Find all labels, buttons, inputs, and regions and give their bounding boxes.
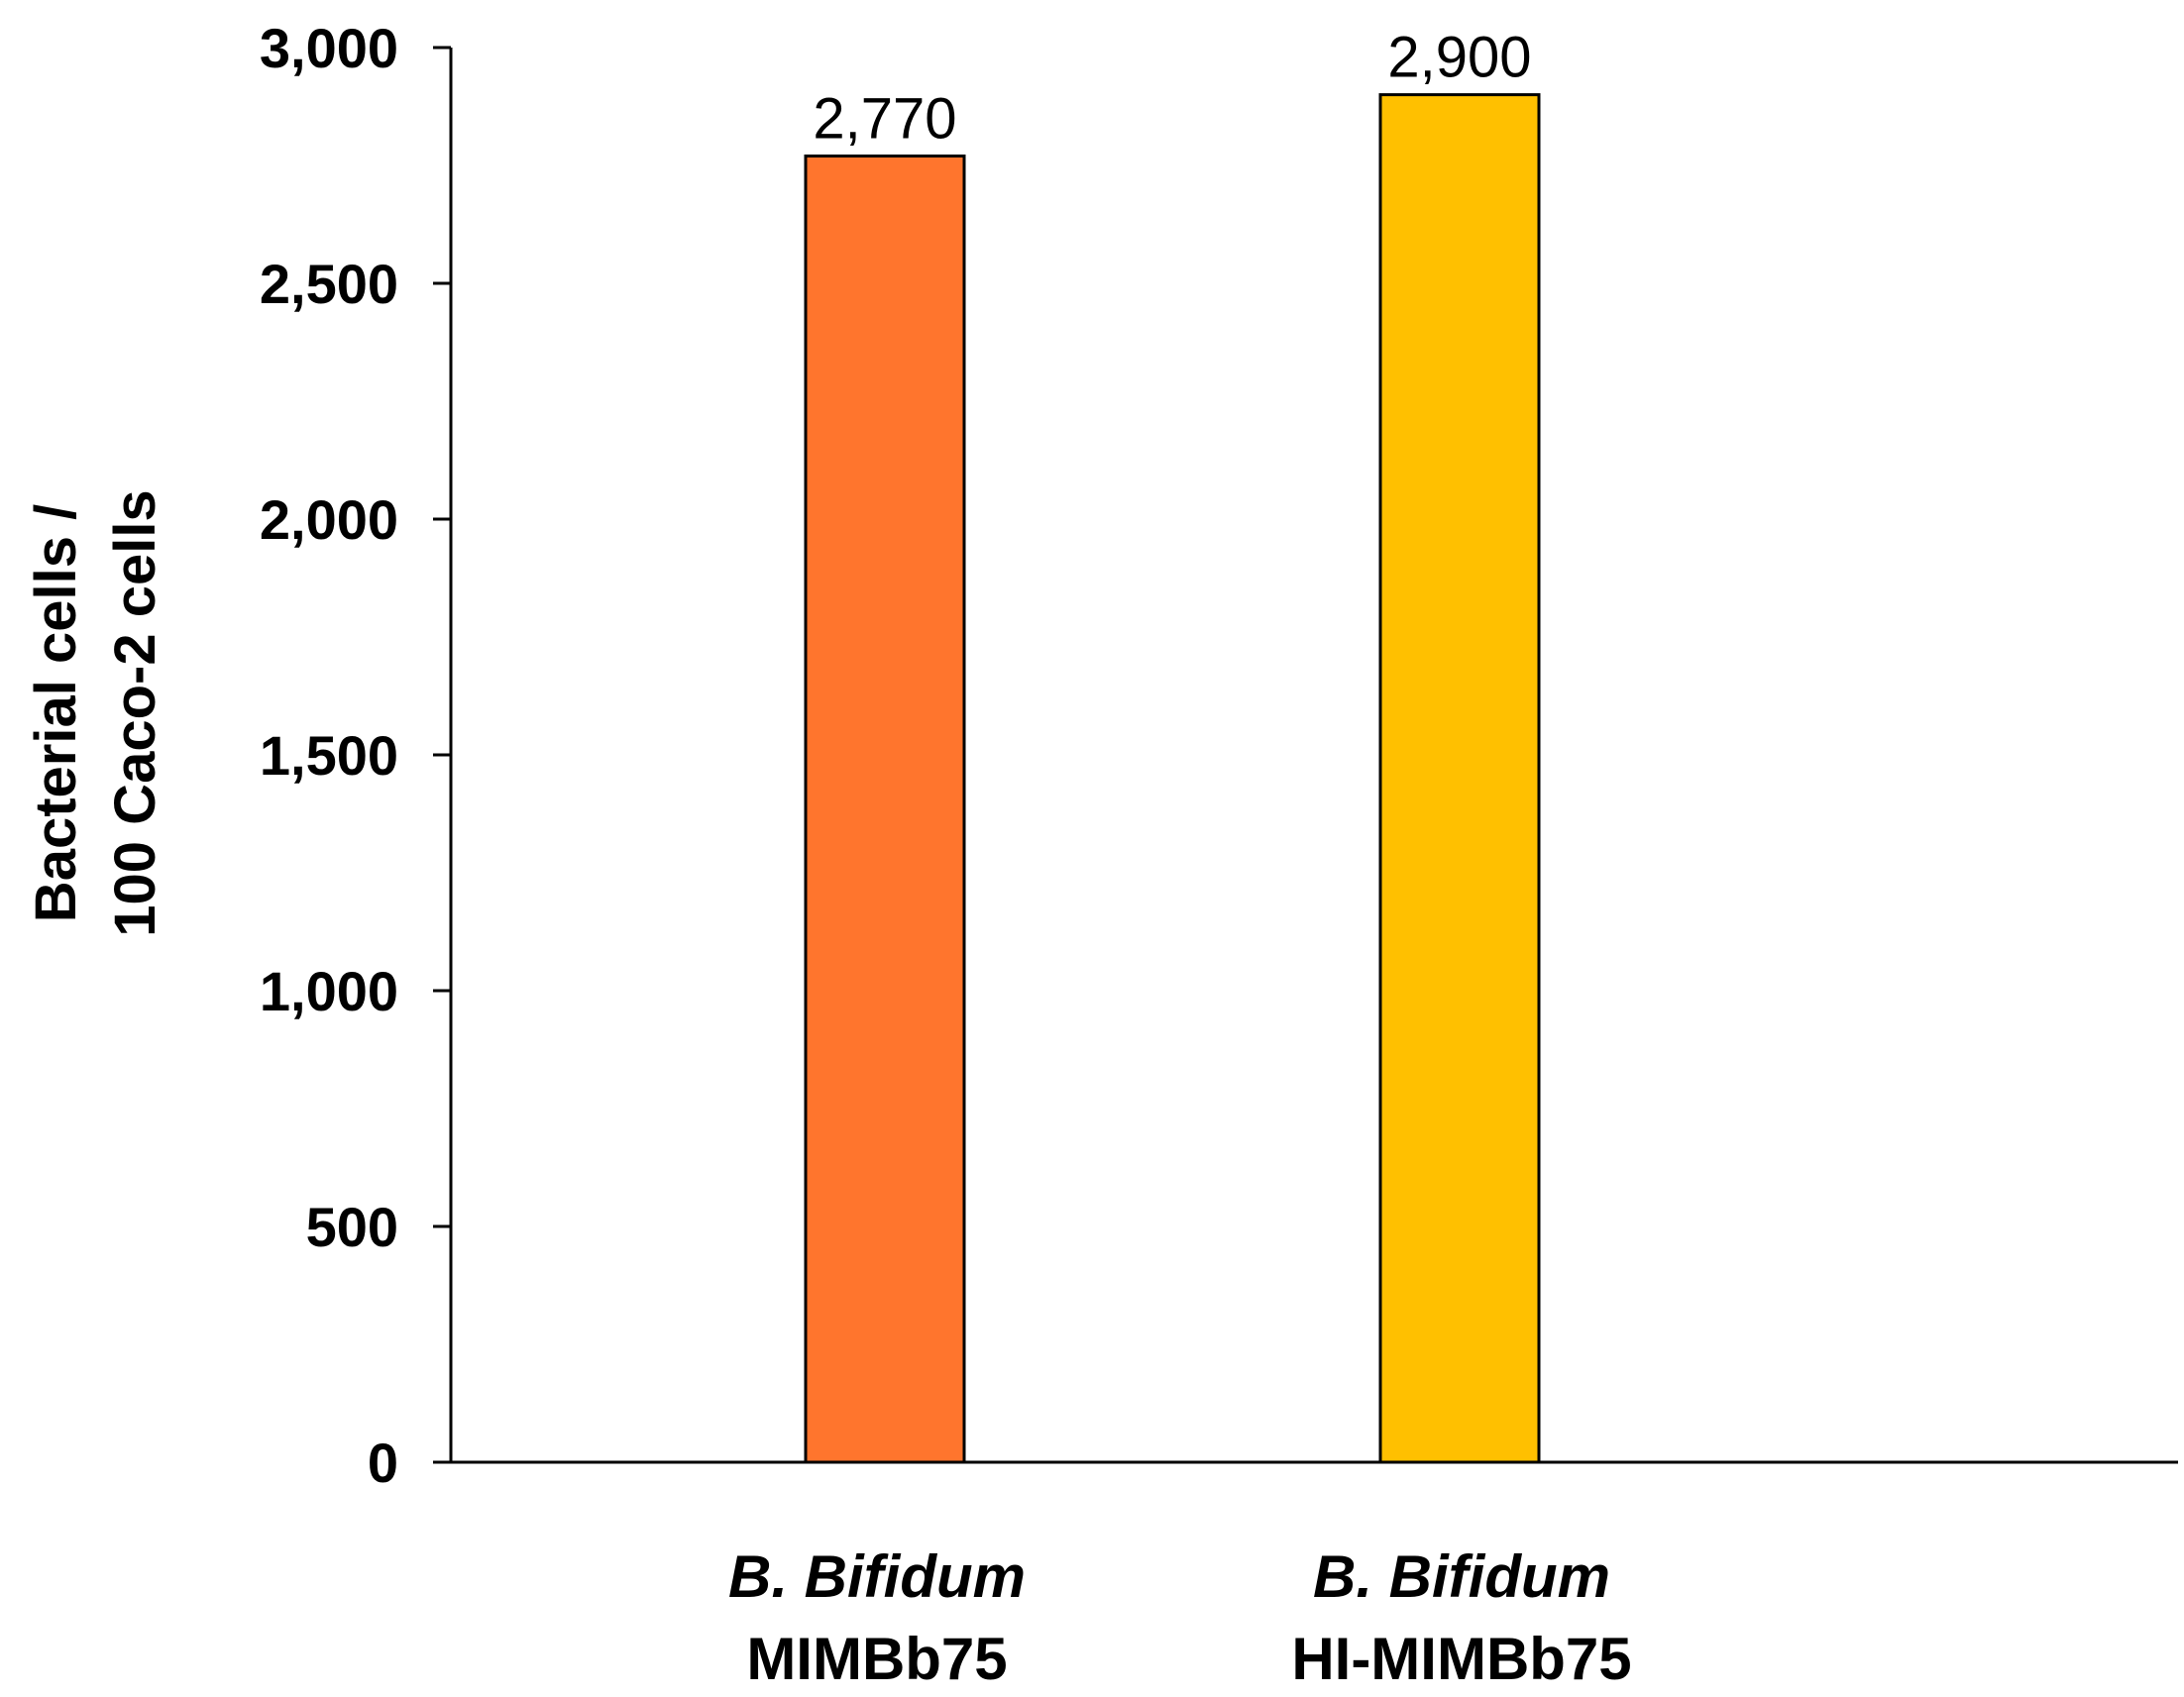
category-label-species: B. Bifidum [1313,1543,1610,1610]
category-label-strain: MIMBb75 [746,1626,1007,1692]
y-axis-ticks: 0 500 1,000 1,500 2,000 2,500 3,000 [260,17,451,1494]
y-tick-label: 1,000 [260,960,398,1022]
axes [433,48,2178,1464]
y-tick-label: 1,500 [260,724,398,787]
y-tick-label: 2,500 [260,253,398,315]
bar [804,154,966,1464]
y-axis-label: Bacterial cells / 100 Caco-2 cells [24,489,167,936]
category-label-species: B. Bifidum [728,1543,1026,1610]
y-tick-label: 3,000 [260,17,398,79]
bar [1378,93,1541,1464]
bars: 2,770 2,900 [804,26,1541,1464]
bar-data-label: 2,900 [1387,26,1531,90]
y-tick-label: 2,000 [260,488,398,551]
y-axis-label-line-1: Bacterial cells / [24,504,88,922]
y-axis-label-line-2: 100 Caco-2 cells [103,489,167,936]
y-tick-label: 500 [306,1196,398,1258]
x-axis-category-labels: B. Bifidum MIMBb75 B. Bifidum HI-MIMBb75 [728,1543,1632,1692]
y-tick-label: 0 [368,1432,398,1494]
bar-data-label: 2,770 [813,86,956,151]
category-label-strain: HI-MIMBb75 [1291,1626,1631,1692]
